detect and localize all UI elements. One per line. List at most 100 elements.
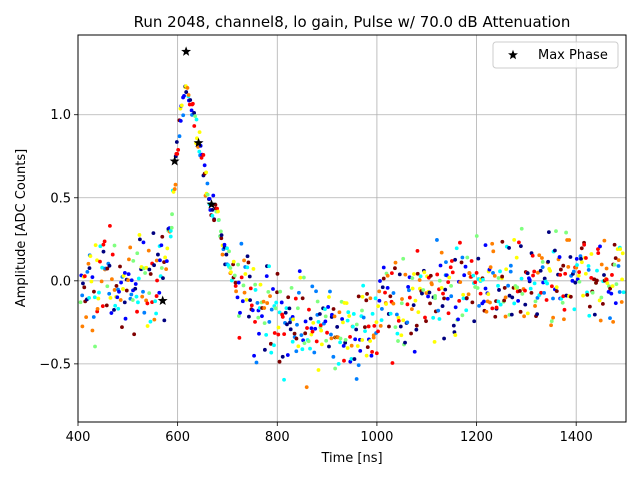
data-point [107,263,112,268]
data-point [342,358,346,363]
data-point [442,296,446,301]
data-point [518,244,523,249]
data-point [247,314,251,319]
data-point [488,265,493,270]
data-point [118,298,123,302]
data-point [540,265,545,270]
data-point [363,325,367,330]
data-point [368,296,373,301]
data-point [498,269,502,274]
data-point [309,332,314,337]
data-point [363,329,367,334]
data-point [500,239,505,244]
data-point [202,163,207,168]
data-point [222,242,227,247]
data-point [244,297,249,302]
data-point [305,326,309,330]
data-point [80,293,85,298]
data-point [112,288,117,292]
data-point [253,288,258,292]
data-point [496,276,501,280]
data-point [396,339,400,343]
data-point [310,284,315,289]
data-point [558,273,563,277]
data-point [415,249,420,253]
data-point [356,294,361,299]
data-point [522,314,527,319]
data-point [523,302,528,307]
data-point [105,266,110,271]
data-point [396,315,401,320]
data-point [145,301,150,306]
data-point [506,283,511,288]
data-point [233,284,238,288]
data-point [483,286,488,291]
data-point [329,336,334,341]
data-point [585,292,590,297]
data-point [128,245,133,250]
data-point [460,255,465,260]
data-point [586,268,591,272]
data-point [188,98,193,102]
data-point [84,315,89,320]
data-point [519,226,524,231]
data-point [458,280,463,285]
data-point [141,240,146,245]
data-point [621,290,626,295]
data-point [236,262,240,267]
data-point [374,320,379,325]
data-point [216,217,221,222]
data-point [147,291,152,296]
data-point [252,353,256,358]
data-point [451,323,456,328]
data-point [469,259,474,263]
data-point [504,267,509,272]
data-point [152,263,156,268]
data-point [327,344,331,349]
max-phase-point [193,137,204,148]
chart-title: Run 2048, channel8, lo gain, Pulse w/ 70… [134,13,571,31]
data-point [540,256,544,260]
data-point [503,295,508,300]
data-point [343,337,348,342]
data-point [135,251,140,256]
data-point [424,319,428,324]
data-point [372,324,377,328]
data-point [619,300,624,304]
data-point [486,292,491,296]
data-point [488,300,492,305]
data-point [361,283,366,288]
data-point [457,298,462,303]
data-point [239,275,244,280]
data-point [370,349,374,354]
data-point [432,340,437,344]
data-point [427,290,432,295]
data-point [412,272,416,276]
data-point [449,283,454,288]
data-point [470,300,475,305]
data-point [192,124,197,128]
data-point [189,108,194,113]
data-point [296,344,301,349]
data-point [148,272,153,276]
legend-box [492,41,619,69]
data-point [529,290,534,295]
data-point [301,338,306,343]
data-point [584,256,588,260]
data-point [295,306,300,311]
data-point [616,258,621,263]
data-point [544,298,549,302]
data-point [195,136,199,141]
data-point [144,265,149,270]
data-point [341,343,346,348]
data-point [545,281,550,286]
data-point [253,282,258,287]
data-point [608,316,612,321]
data-point [266,289,271,294]
data-point [609,291,614,296]
data-point [568,294,573,299]
data-point [373,296,378,301]
data-point [399,333,404,338]
data-point [145,324,150,328]
data-point [101,242,106,247]
